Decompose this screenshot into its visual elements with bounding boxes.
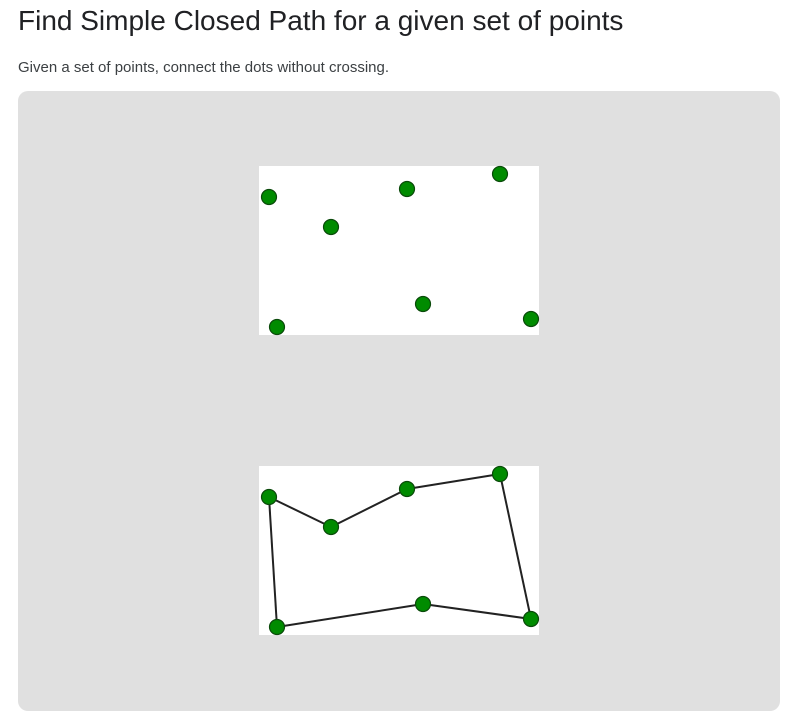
path-edge-4 (499, 473, 532, 620)
path-point-2 (322, 518, 340, 536)
scatter-point-4 (491, 165, 509, 183)
scatter-point-6 (414, 295, 432, 313)
scatter-point-7 (268, 318, 286, 336)
path-edge-2 (330, 488, 408, 528)
closed-path-diagram (260, 465, 540, 636)
path-point-3 (398, 480, 416, 498)
path-edge-1 (268, 496, 332, 528)
path-edge-5 (422, 603, 532, 620)
path-point-7 (268, 618, 286, 636)
diagram-panel (18, 91, 780, 711)
points-diagram (260, 165, 540, 336)
page-description: Given a set of points, connect the dots … (18, 59, 390, 76)
path-edge-7 (268, 496, 278, 628)
points-canvas (259, 165, 540, 336)
scatter-point-5 (522, 310, 540, 328)
path-point-6 (414, 595, 432, 613)
closed-path-canvas (259, 465, 540, 636)
path-point-4 (491, 465, 509, 483)
path-edge-3 (406, 473, 501, 490)
path-edge-6 (276, 603, 424, 628)
path-point-1 (260, 488, 278, 506)
scatter-point-3 (398, 180, 416, 198)
scatter-point-1 (260, 188, 278, 206)
page-title: Find Simple Closed Path for a given set … (18, 5, 624, 36)
path-point-5 (522, 610, 540, 628)
scatter-point-2 (322, 218, 340, 236)
